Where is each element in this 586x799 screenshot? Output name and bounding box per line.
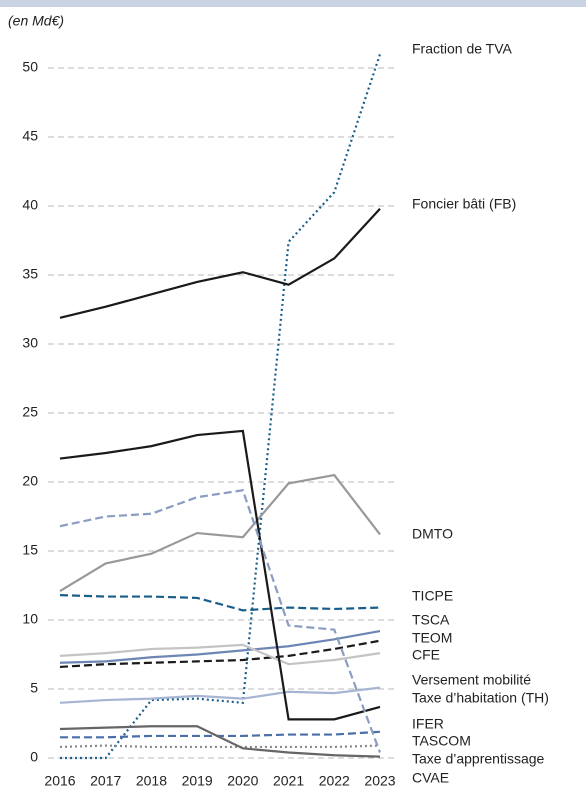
y-tick-label: 45	[22, 128, 38, 144]
y-tick-label: 15	[22, 542, 38, 558]
y-tick-label: 0	[30, 749, 38, 765]
top-band	[0, 0, 586, 7]
y-tick-label: 25	[22, 404, 38, 420]
series-line	[59, 208, 381, 319]
x-tick-label: 2018	[136, 773, 167, 789]
series-line	[59, 686, 381, 704]
y-tick-label: 30	[22, 335, 38, 351]
legend-label: Taxe d’apprentissage	[412, 751, 545, 767]
series-line	[59, 594, 381, 612]
x-tick-label: 2023	[364, 773, 395, 789]
series-line	[59, 489, 382, 753]
series-line	[60, 53, 382, 760]
legend-label: CVAE	[412, 770, 449, 786]
legend-label: DMTO	[412, 526, 453, 542]
series-line	[59, 639, 381, 669]
chart-subtitle: (en Md€)	[8, 13, 64, 29]
x-tick-label: 2019	[182, 773, 213, 789]
y-tick-label: 50	[22, 59, 38, 75]
series-line	[59, 473, 381, 592]
series-line	[60, 730, 381, 739]
series-line	[59, 629, 381, 664]
y-tick-label: 40	[22, 197, 38, 213]
legend-label: CFE	[412, 647, 440, 663]
legend-label: TEOM	[412, 630, 452, 646]
legend-label: Taxe d’habitation (TH)	[412, 690, 549, 706]
series-line	[59, 429, 381, 721]
x-tick-label: 2022	[319, 773, 350, 789]
legend-label: TICPE	[412, 588, 453, 604]
y-tick-label: 5	[30, 680, 38, 696]
legend-label: TASCOM	[412, 733, 471, 749]
x-tick-label: 2017	[90, 773, 121, 789]
y-tick-label: 10	[22, 611, 38, 627]
y-tick-label: 20	[22, 473, 38, 489]
x-tick-label: 2020	[227, 773, 258, 789]
legend-label: Versement mobilité	[412, 672, 531, 688]
legend-label: IFER	[412, 716, 444, 732]
x-tick-label: 2016	[44, 773, 75, 789]
x-tick-label: 2021	[273, 773, 304, 789]
y-tick-label: 35	[22, 266, 38, 282]
series-line	[59, 744, 381, 749]
legend-label: Fraction de TVA	[412, 41, 513, 57]
legend-label: Foncier bâti (FB)	[412, 196, 516, 212]
series-line	[59, 643, 381, 666]
legend-label: TSCA	[412, 612, 450, 628]
series-line	[59, 725, 381, 758]
